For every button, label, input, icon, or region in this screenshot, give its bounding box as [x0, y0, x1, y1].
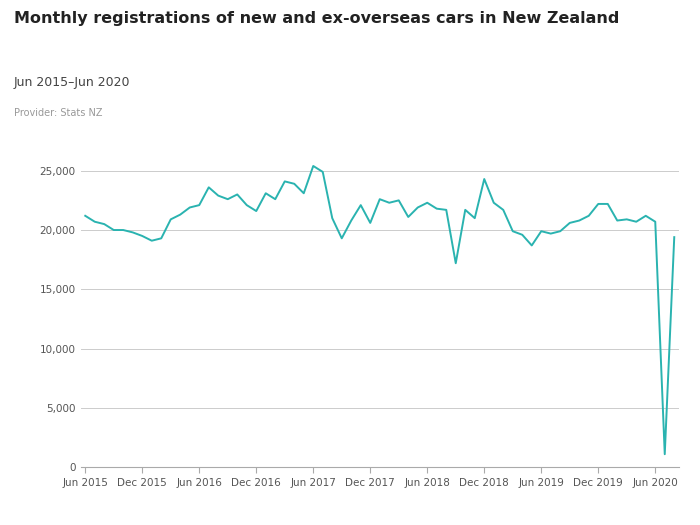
- Text: Provider: Stats NZ: Provider: Stats NZ: [14, 108, 102, 118]
- Text: figure.nz: figure.nz: [578, 19, 655, 33]
- Text: Jun 2015–Jun 2020: Jun 2015–Jun 2020: [14, 76, 130, 89]
- Text: Monthly registrations of new and ex-overseas cars in New Zealand: Monthly registrations of new and ex-over…: [14, 10, 620, 26]
